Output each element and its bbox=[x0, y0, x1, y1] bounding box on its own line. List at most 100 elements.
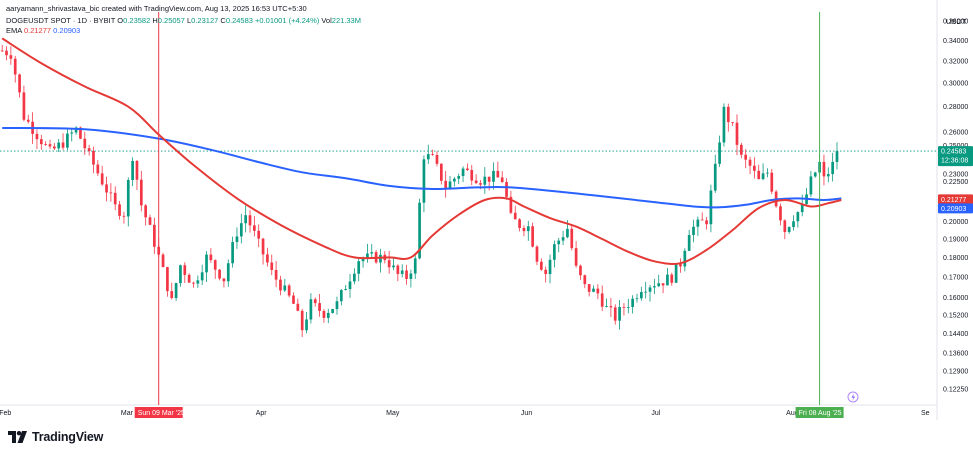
candle-body bbox=[422, 159, 426, 203]
ohlc-high-label: H bbox=[152, 16, 158, 25]
axis-price-label: 0.24583 bbox=[941, 149, 966, 156]
ema-label: EMA bbox=[6, 26, 22, 35]
candle-body bbox=[444, 180, 448, 190]
candle-body bbox=[813, 172, 817, 177]
candle-body bbox=[131, 160, 134, 180]
candle-body bbox=[235, 236, 239, 243]
candle-body bbox=[344, 289, 348, 291]
y-tick-label: 0.15200 bbox=[943, 313, 968, 320]
y-tick-label: 0.13600 bbox=[943, 351, 968, 358]
ema-legend[interactable]: EMA 0.21277 0.20903 bbox=[6, 26, 80, 35]
candle-body bbox=[100, 173, 104, 185]
candle-body bbox=[722, 106, 726, 143]
candle-body bbox=[500, 177, 504, 183]
candle-body bbox=[257, 230, 261, 239]
candle-body bbox=[279, 279, 282, 291]
candle-body bbox=[692, 226, 695, 236]
currency-label: USDT bbox=[946, 17, 967, 26]
candle-body bbox=[513, 212, 517, 220]
candle-body bbox=[396, 265, 400, 274]
candle-body bbox=[766, 172, 769, 174]
candle-body bbox=[648, 287, 652, 292]
candle-body bbox=[466, 168, 469, 171]
candle-body bbox=[787, 227, 791, 233]
tradingview-logo-icon bbox=[8, 431, 27, 443]
candle-body bbox=[748, 159, 752, 166]
candle-body bbox=[13, 58, 17, 75]
candle-body bbox=[44, 144, 48, 145]
tradingview-logo[interactable]: TradingView bbox=[8, 430, 103, 444]
x-tick-label: Jun bbox=[521, 410, 532, 417]
candle-body bbox=[326, 312, 330, 318]
candle-body bbox=[292, 295, 295, 304]
candle-body bbox=[744, 154, 748, 160]
ema-slow-value: 0.20903 bbox=[53, 26, 81, 35]
marker-time-label: Fri 08 Aug '25 bbox=[799, 410, 842, 417]
candle-body bbox=[270, 262, 274, 270]
candle-body bbox=[126, 179, 130, 217]
marker-time-label: Sun 09 Mar '25 bbox=[138, 410, 185, 417]
candle-body bbox=[705, 220, 708, 225]
candle-body bbox=[370, 252, 374, 254]
ema-fast-line bbox=[1, 37, 842, 265]
candle-body bbox=[792, 221, 795, 228]
symbol-name[interactable]: DOGEUSDT SPOT · 1D · BYBIT bbox=[6, 16, 116, 25]
candle-body bbox=[779, 206, 782, 221]
volume-value: 221.33M bbox=[331, 16, 361, 25]
candle-body bbox=[353, 273, 356, 282]
candle-body bbox=[474, 180, 478, 184]
candle-body bbox=[122, 215, 126, 217]
y-tick-label: 0.30000 bbox=[943, 81, 968, 88]
axis-price-box bbox=[938, 203, 973, 214]
candle-body bbox=[274, 269, 278, 280]
candle-body bbox=[796, 212, 800, 222]
candle-body bbox=[318, 303, 321, 311]
y-tick-label: 0.18000 bbox=[943, 255, 968, 262]
candle-body bbox=[526, 226, 530, 232]
candle-body bbox=[635, 298, 639, 300]
candle-body bbox=[244, 215, 248, 224]
y-tick-label: 0.16000 bbox=[943, 295, 968, 302]
candle-body bbox=[470, 170, 474, 181]
candle-body bbox=[48, 144, 52, 147]
candle-body bbox=[448, 181, 452, 190]
candle-body bbox=[418, 202, 421, 259]
x-tick-label: May bbox=[386, 410, 400, 417]
candle-body bbox=[187, 274, 191, 283]
candle-body bbox=[261, 238, 265, 255]
candle-body bbox=[835, 151, 839, 163]
volume-label: Vol bbox=[321, 16, 332, 25]
candle-body bbox=[518, 219, 521, 228]
y-tick-label: 0.12250 bbox=[943, 386, 968, 393]
axis-price-label: 0.20903 bbox=[941, 206, 966, 213]
candle-body bbox=[296, 303, 300, 311]
candle-body bbox=[79, 127, 82, 139]
candle-body bbox=[400, 270, 404, 274]
y-tick-label: 0.14400 bbox=[943, 331, 968, 338]
candle-body bbox=[92, 151, 95, 165]
ohlc-close-label: C bbox=[220, 16, 226, 25]
x-tick-label: Apr bbox=[256, 410, 268, 417]
candle-body bbox=[118, 204, 121, 216]
y-tick-label: 0.19000 bbox=[943, 236, 968, 243]
axis-price-label: 0.21277 bbox=[941, 197, 966, 204]
candle-body bbox=[739, 144, 743, 155]
candle-body bbox=[653, 286, 656, 288]
candle-body bbox=[583, 275, 587, 285]
candle-body bbox=[135, 160, 139, 180]
candle-body bbox=[18, 74, 21, 93]
candle-body bbox=[735, 122, 739, 145]
ema-slow-line bbox=[2, 127, 842, 209]
y-tick-label: 0.17000 bbox=[943, 274, 968, 281]
candle-body bbox=[622, 306, 626, 308]
candle-body bbox=[192, 282, 195, 284]
candle-body bbox=[700, 219, 704, 221]
candle-body bbox=[35, 133, 39, 140]
candle-body bbox=[605, 306, 608, 307]
candle-body bbox=[783, 220, 787, 233]
candle-body bbox=[218, 269, 221, 279]
symbol-line: DOGEUSDT SPOT · 1D · BYBIT O0.23582 H0.2… bbox=[6, 16, 361, 25]
candle-body bbox=[726, 106, 730, 123]
candle-body bbox=[183, 265, 187, 275]
